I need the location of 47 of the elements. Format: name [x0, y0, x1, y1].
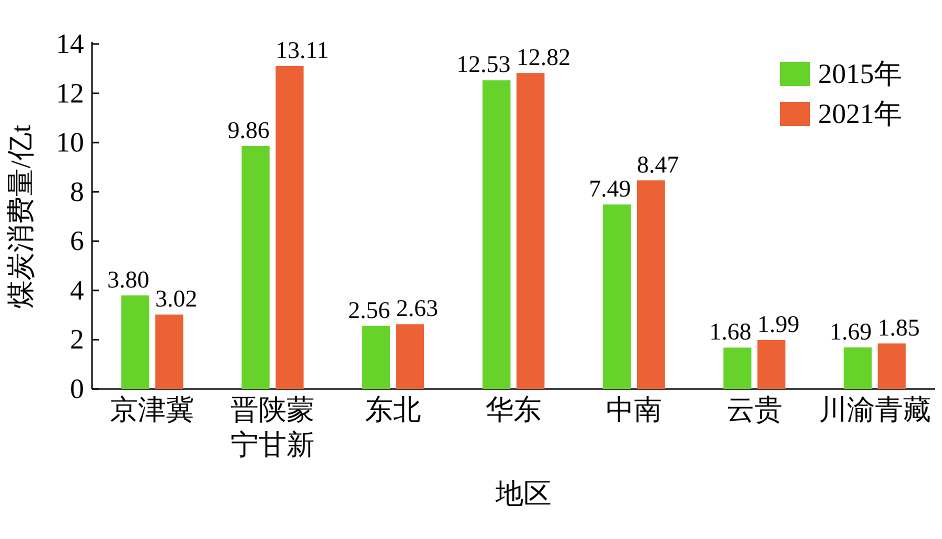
bar	[844, 347, 872, 389]
data-label: 1.85	[878, 315, 920, 342]
data-label: 1.69	[830, 319, 872, 346]
bar	[482, 80, 510, 389]
data-label: 13.11	[276, 38, 329, 64]
y-tick-label: 0	[70, 374, 84, 405]
y-tick-label: 2	[70, 324, 84, 356]
y-tick-label: 14	[56, 29, 84, 60]
y-axis-title: 煤炭消费量/亿t	[6, 124, 37, 308]
x-tick-label: 京津冀	[110, 395, 194, 426]
bar	[242, 146, 270, 389]
x-tick-label: 中南	[606, 395, 662, 426]
bar	[396, 324, 424, 389]
bar	[276, 66, 304, 389]
data-label: 3.02	[155, 286, 198, 313]
data-label: 8.47	[636, 152, 679, 178]
bar	[602, 204, 631, 389]
x-tick-label: 晋陕蒙宁甘新	[230, 395, 315, 461]
y-tick-label: 10	[56, 128, 84, 159]
y-tick-label: 4	[70, 275, 84, 306]
bar	[723, 348, 752, 389]
legend-label: 2021年	[818, 99, 902, 130]
bar	[636, 180, 665, 389]
legend-label: 2015年	[818, 59, 902, 90]
x-tick-label: 川渝青藏	[818, 395, 931, 426]
data-label: 7.49	[588, 176, 631, 202]
x-tick-label: 华东	[486, 395, 542, 426]
bar	[362, 326, 390, 389]
bar	[757, 340, 786, 389]
bar	[878, 343, 906, 389]
bar	[121, 295, 150, 389]
x-tick-label: 东北	[365, 395, 422, 426]
data-label: 2.56	[348, 298, 390, 324]
y-tick-label: 6	[70, 226, 84, 258]
data-label: 1.99	[757, 312, 800, 338]
data-label: 1.68	[709, 320, 752, 346]
data-label: 3.80	[107, 267, 150, 294]
x-axis-title: 地区	[494, 479, 552, 510]
y-tick-label: 12	[56, 78, 84, 110]
bar	[155, 314, 184, 389]
data-label: 12.82	[516, 45, 570, 72]
x-tick-label: 云贵	[726, 395, 782, 426]
y-tick-label: 8	[70, 176, 84, 208]
data-label: 2.63	[396, 296, 438, 322]
data-label: 9.86	[228, 118, 270, 144]
bar	[516, 73, 544, 389]
data-label: 12.53	[456, 52, 510, 78]
